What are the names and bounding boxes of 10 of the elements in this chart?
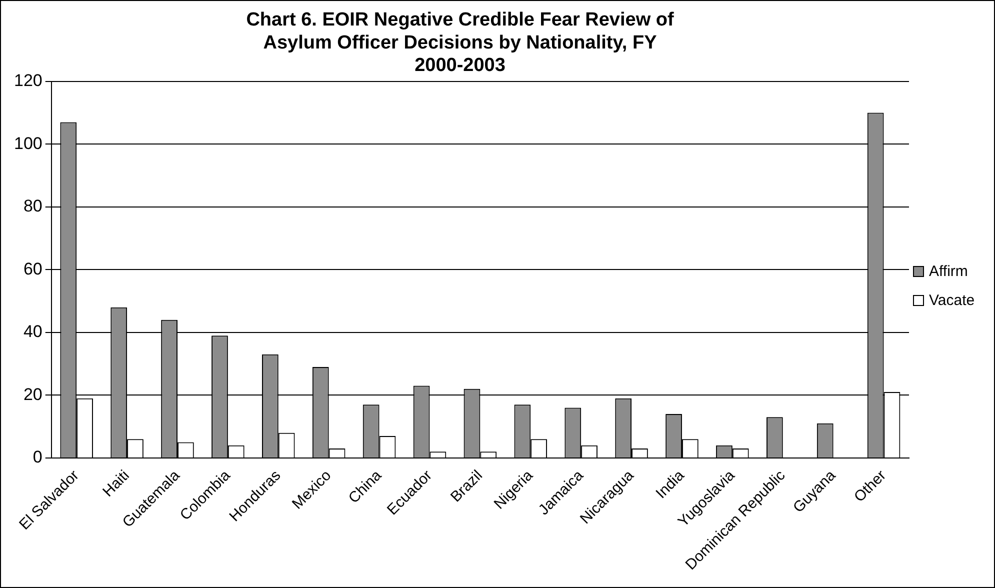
- chart-title: Chart 6. EOIR Negative Credible Fear Review of Asylum Officer Decisions by Nationality, FY 2000-2003: [246, 10, 674, 76]
- y-tick-label: 100: [14, 134, 42, 153]
- y-tick-label: 0: [32, 448, 42, 467]
- y-tick-label: 20: [23, 384, 42, 404]
- y-tick-label: 80: [23, 196, 42, 216]
- text: Vacate: [929, 292, 975, 309]
- y-tick-label: 40: [23, 322, 42, 342]
- y-tick-label: 60: [23, 259, 42, 278]
- y-tick-label: 120: [14, 71, 42, 90]
- legend-label: Affirm: [929, 263, 968, 280]
